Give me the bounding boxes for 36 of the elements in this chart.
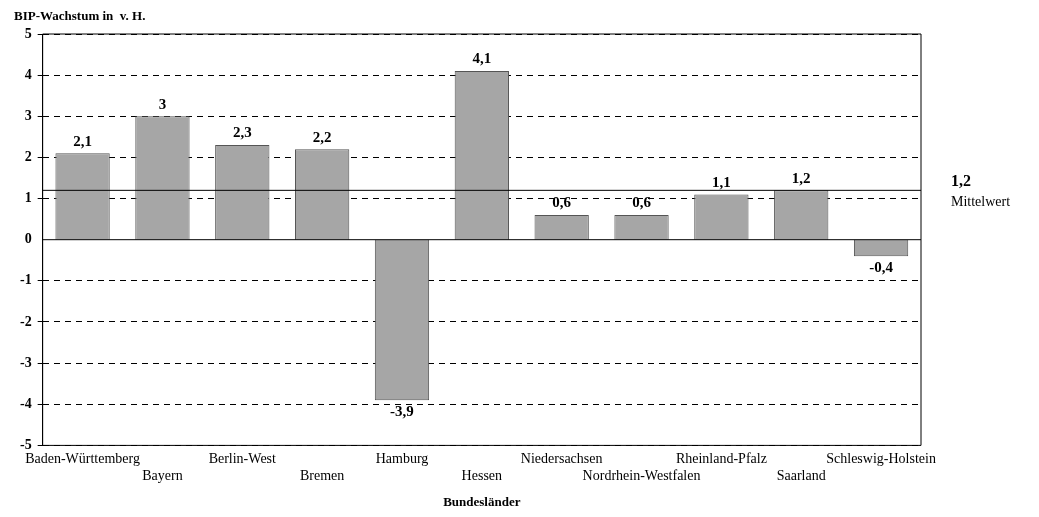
y-tick-label: 3 [24,107,32,123]
x-tick-label: Hessen [461,468,503,484]
x-tick-label: Nordrhein-Westfalen [582,468,701,484]
y-axis-title: BIP-Wachstum in v. H. [14,7,146,23]
x-tick-label: Baden-Württemberg [25,451,140,467]
y-tick-label: 4 [24,66,32,82]
y-tick-label: 2 [24,149,32,165]
y-tick-label: 0 [24,231,32,247]
data-label: -0,4 [869,258,894,275]
data-label: 0,6 [552,194,572,211]
y-tick-label: -4 [19,395,32,411]
data-label: 2,2 [312,128,332,145]
y-tick-label: -3 [19,354,32,370]
x-tick-label: Hamburg [375,451,429,467]
data-label: 1,2 [791,169,811,186]
ref-line-label: 1,2 Mittelwert [951,172,1011,209]
data-label: 2,3 [232,124,252,141]
x-tick-label: Rheinland-Pfalz [675,451,767,467]
y-tick-label: -5 [19,437,32,453]
x-tick-label: Bayern [142,468,183,484]
data-label: 2,1 [73,132,92,149]
data-label: 0,6 [632,194,652,211]
data-label: 1,1 [712,173,731,190]
data-label: 4,1 [472,50,492,67]
x-tick-label: Bremen [299,468,345,484]
y-tick-label: -2 [19,313,32,329]
y-tick-label: 5 [24,25,32,41]
x-tick-label: Berlin-West [208,451,277,467]
x-tick-label: Schleswig-Holstein [826,451,936,467]
data-label: -3,9 [390,402,414,419]
x-tick-label: Niedersachsen [520,451,603,467]
x-axis-title: Bundesländer [443,493,521,509]
x-tick-label: Saarland [776,468,826,484]
y-tick-label: -1 [19,272,32,288]
data-label: 3 [158,95,167,112]
y-tick-label: 1 [24,190,32,206]
